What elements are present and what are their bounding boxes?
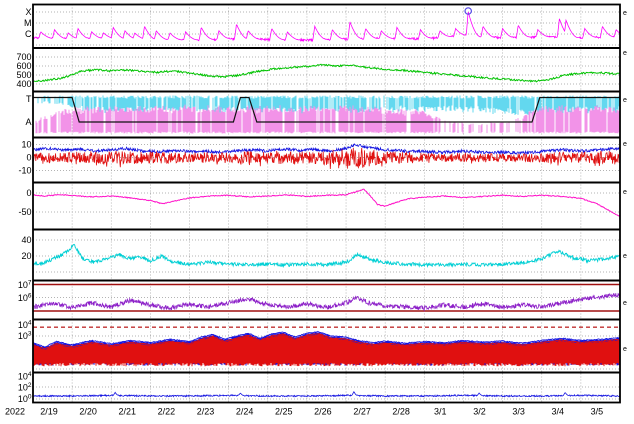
x-axis-tick-label: 3/4 bbox=[551, 407, 564, 417]
y-axis-tick-label: 107 bbox=[18, 280, 32, 291]
y-axis-tick-label: X bbox=[25, 7, 31, 17]
series-proton-flux bbox=[32, 292, 621, 312]
right-edge-marker: e bbox=[623, 300, 627, 307]
x-axis-tick-label: 2/26 bbox=[314, 407, 332, 417]
x-axis-tick-label: 2/20 bbox=[79, 407, 97, 417]
y-axis-tick-label: 400 bbox=[16, 79, 31, 89]
y-axis-tick-label: 106 bbox=[18, 293, 32, 304]
x-axis-tick-label: 3/1 bbox=[434, 407, 447, 417]
x-axis-year-label: 2022 bbox=[5, 407, 25, 417]
y-axis-tick-label: 700 bbox=[16, 52, 31, 62]
series-solar-wind-speed bbox=[32, 63, 621, 83]
y-axis-tick-label: 600 bbox=[16, 61, 31, 71]
x-axis-tick-label: 2/27 bbox=[353, 407, 371, 417]
right-edge-marker: e bbox=[623, 141, 627, 148]
x-axis-tick-label: 3/3 bbox=[512, 407, 525, 417]
series-xray-flux bbox=[32, 11, 621, 43]
y-axis-tick-label: 103 bbox=[18, 331, 32, 342]
electron-flux-blue-envelope bbox=[32, 330, 621, 348]
right-edge-marker: e bbox=[623, 346, 627, 353]
telemetry-step-line bbox=[33, 96, 620, 123]
series-bt bbox=[32, 142, 621, 156]
y-axis-tick-label: 0 bbox=[26, 153, 31, 163]
x-axis-tick-label: 3/2 bbox=[473, 407, 486, 417]
y-axis-tick-label: 100 bbox=[18, 394, 32, 405]
right-edge-marker: e bbox=[623, 50, 627, 57]
y-axis-tick-label: 500 bbox=[16, 70, 31, 80]
y-axis-tick-label: -10 bbox=[18, 166, 31, 176]
right-edge-marker: e bbox=[623, 97, 627, 104]
right-edge-marker: e bbox=[623, 189, 627, 196]
series-plasma-density bbox=[32, 243, 621, 269]
a-band-raster bbox=[35, 104, 620, 134]
y-axis-tick-label: -50 bbox=[18, 207, 31, 217]
x-axis-tick-label: 2/25 bbox=[275, 407, 293, 417]
chart-frame bbox=[32, 3, 621, 404]
x-axis-tick-label: 3/5 bbox=[591, 407, 604, 417]
y-axis-tick-label: T bbox=[26, 94, 32, 104]
x-axis-tick-label: 2/28 bbox=[392, 407, 410, 417]
x-axis-tick-label: 2/22 bbox=[158, 407, 176, 417]
x-axis-tick-label: 2/23 bbox=[197, 407, 215, 417]
y-axis-tick-label: C bbox=[25, 29, 32, 39]
y-axis-tick-label: M bbox=[24, 18, 32, 28]
electron-flux-red-envelope bbox=[32, 333, 621, 350]
right-edge-marker: e bbox=[623, 10, 627, 17]
flare-event-marker bbox=[464, 7, 473, 15]
y-axis-tick-label: 102 bbox=[18, 382, 32, 393]
y-axis-tick-label: 0 bbox=[26, 188, 31, 198]
electron-flux-red-band bbox=[33, 333, 620, 367]
x-axis-tick-label: 2/24 bbox=[236, 407, 254, 417]
y-axis-tick-label: A bbox=[25, 117, 31, 127]
y-axis-tick-label: 20 bbox=[21, 251, 31, 261]
x-axis-tick-label: 2/19 bbox=[40, 407, 58, 417]
right-edge-marker: e bbox=[623, 253, 627, 260]
y-axis-tick-label: 104 bbox=[18, 320, 32, 331]
series-low-energy-flux bbox=[32, 391, 621, 398]
x-axis-tick-label: 2/21 bbox=[119, 407, 137, 417]
y-axis-tick-label: 10 bbox=[21, 140, 31, 150]
y-axis-tick-label: 40 bbox=[21, 235, 31, 245]
y-axis-tick-label: 104 bbox=[18, 371, 32, 382]
series-dst-index bbox=[32, 188, 621, 218]
series-bz bbox=[32, 147, 620, 170]
t-band-raster bbox=[37, 95, 620, 117]
